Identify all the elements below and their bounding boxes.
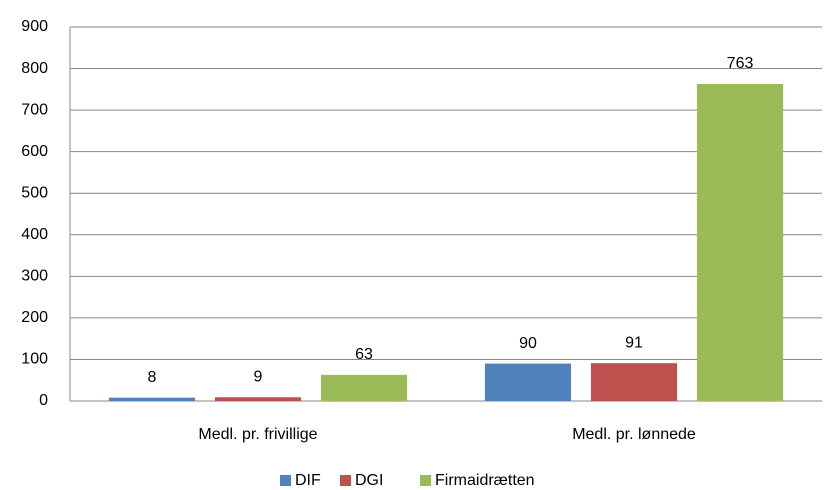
- data-label: 63: [355, 346, 373, 363]
- y-tick-label: 100: [21, 351, 48, 368]
- bar: [590, 363, 678, 401]
- legend-label: DIF: [295, 472, 321, 489]
- x-tick-label: Medl. pr. frivillige: [198, 426, 317, 443]
- legend-swatch: [420, 475, 431, 486]
- bar: [320, 374, 408, 401]
- data-label: 9: [254, 368, 263, 385]
- legend-label: Firmaidrætten: [435, 472, 535, 489]
- data-label: 763: [727, 55, 754, 72]
- x-tick-label: Medl. pr. lønnede: [572, 426, 696, 443]
- y-tick-label: 300: [21, 268, 48, 285]
- bar: [696, 83, 784, 401]
- y-tick-label: 900: [21, 18, 48, 35]
- bar: [108, 397, 196, 401]
- bar: [214, 397, 302, 401]
- y-tick-label: 800: [21, 60, 48, 77]
- y-tick-label: 400: [21, 226, 48, 243]
- data-label: 8: [148, 369, 157, 386]
- y-tick-label: 500: [21, 184, 48, 201]
- y-tick-label: 700: [21, 101, 48, 118]
- y-tick-label: 0: [39, 392, 48, 409]
- y-tick-label: 200: [21, 309, 48, 326]
- legend-swatch: [340, 475, 351, 486]
- y-tick-label: 600: [21, 143, 48, 160]
- data-label: 91: [625, 334, 643, 351]
- legend-label: DGI: [355, 472, 383, 489]
- bar: [484, 363, 572, 401]
- legend-swatch: [280, 475, 291, 486]
- data-label: 90: [519, 335, 537, 352]
